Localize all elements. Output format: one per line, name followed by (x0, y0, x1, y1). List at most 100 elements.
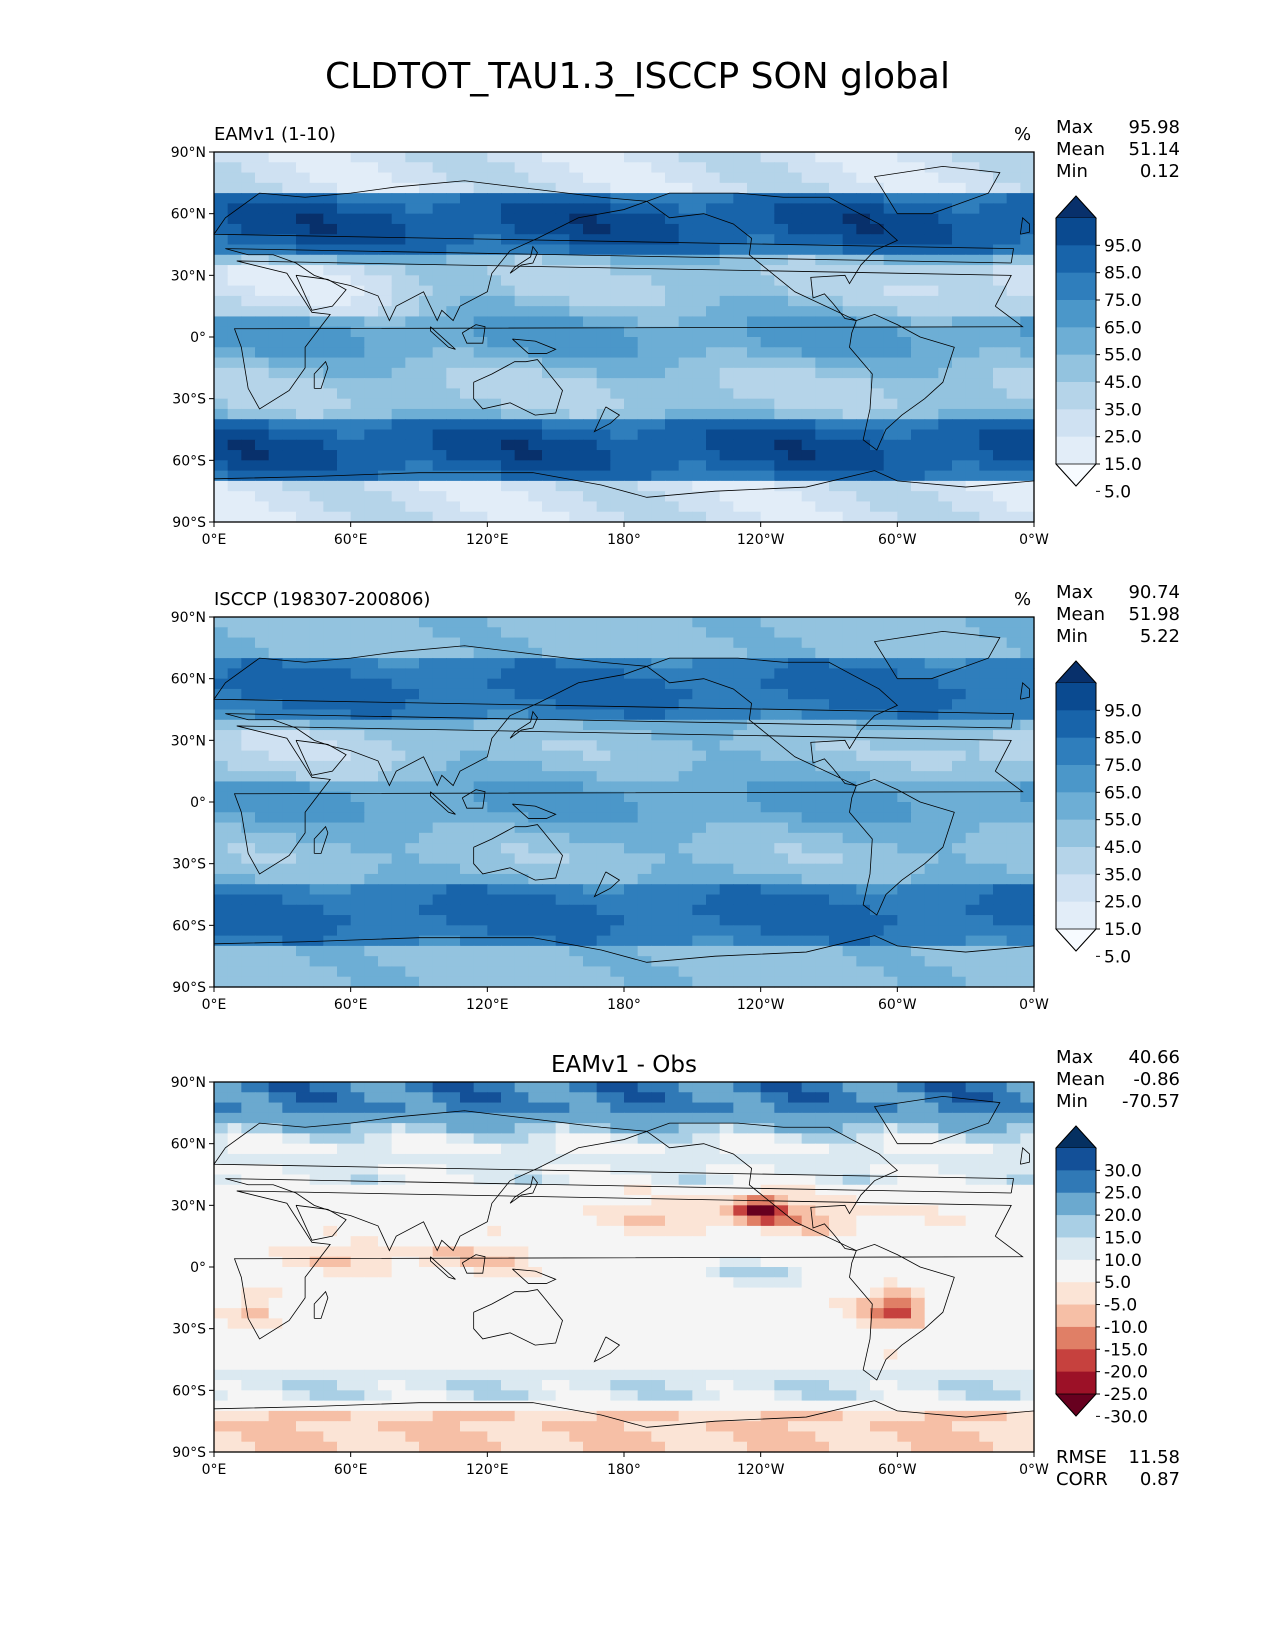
heatmap-cell (651, 244, 666, 256)
heatmap-cell (706, 719, 721, 731)
heatmap-cell (979, 419, 994, 431)
heatmap-cell (583, 213, 598, 225)
heatmap-cell (870, 863, 885, 875)
heatmap-cell (405, 812, 420, 824)
heatmap-cell (555, 439, 570, 451)
heatmap-cell (719, 152, 734, 163)
heatmap-cell (952, 254, 967, 266)
heatmap-cell (993, 193, 1008, 204)
heatmap-cell (583, 491, 598, 503)
heatmap-cell (1006, 326, 1021, 338)
heatmap-cell (405, 935, 420, 947)
heatmap-cell (446, 203, 461, 215)
heatmap-cell (419, 945, 434, 957)
heatmap-cell (227, 668, 242, 680)
heatmap-cell (419, 511, 434, 523)
heatmap-cell (747, 668, 762, 680)
heatmap-cell (747, 295, 762, 307)
heatmap-cell (391, 894, 406, 906)
heatmap-cell (255, 378, 270, 389)
heatmap-cell (528, 863, 543, 875)
heatmap-cell (706, 254, 721, 266)
heatmap-cell (706, 480, 721, 492)
heatmap-cell (938, 316, 953, 328)
heatmap-cell (760, 470, 775, 482)
heatmap-cell (391, 822, 406, 834)
heatmap-cell (610, 802, 625, 813)
heatmap-cell (610, 347, 625, 359)
heatmap-cell (760, 1112, 775, 1124)
heatmap-cell (350, 1123, 365, 1134)
heatmap-cell (993, 460, 1008, 472)
heatmap-cell (282, 884, 297, 896)
heatmap-cell (528, 480, 543, 492)
heatmap-cell (815, 781, 830, 793)
heatmap-cell (432, 617, 447, 628)
lat-tick-label: 60°S (172, 918, 206, 934)
heatmap-cell (733, 699, 748, 711)
heatmap-cell (528, 357, 543, 369)
heatmap-cell (337, 316, 352, 328)
heatmap-cell (378, 316, 393, 328)
heatmap-cell (1020, 904, 1035, 916)
heatmap-cell (596, 285, 611, 297)
heatmap-cell (255, 295, 270, 307)
heatmap-cell (678, 244, 693, 256)
heatmap-cell (801, 1143, 816, 1155)
heatmap-cell (979, 894, 994, 906)
colorbar-segment (1056, 327, 1096, 356)
heatmap-cell (596, 730, 611, 741)
heatmap-cell (610, 429, 625, 441)
heatmap-cell (1006, 750, 1021, 762)
heatmap-cell (938, 771, 953, 783)
heatmap-cell (801, 976, 816, 988)
heatmap-cell (706, 460, 721, 472)
heatmap-cell (309, 678, 324, 690)
heatmap-cell (842, 617, 857, 628)
heatmap-cell (829, 480, 844, 492)
heatmap-cell (268, 275, 283, 287)
heatmap-cell (624, 976, 639, 988)
heatmap-cell (965, 956, 980, 968)
heatmap-cell (815, 450, 830, 461)
heatmap-cell (842, 316, 857, 328)
heatmap-cell (1020, 419, 1035, 431)
heatmap-cell (364, 450, 379, 461)
heatmap-cell (651, 760, 666, 772)
heatmap-cell (856, 945, 871, 957)
heatmap-cell (391, 193, 406, 204)
heatmap-cell (1006, 1123, 1021, 1134)
heatmap-cell (883, 285, 898, 297)
heatmap-cell (227, 904, 242, 916)
heatmap-cell (842, 367, 857, 379)
heatmap-cell (774, 244, 789, 256)
heatmap-cell (296, 347, 311, 359)
heatmap-cell (432, 1143, 447, 1155)
heatmap-cell (952, 1143, 967, 1155)
heatmap-cell (678, 182, 693, 194)
heatmap-cell (924, 1112, 939, 1124)
heatmap-cell (487, 617, 502, 628)
heatmap-cell (391, 234, 406, 246)
heatmap-cell (419, 480, 434, 492)
heatmap-cell (774, 853, 789, 865)
heatmap-cell (214, 378, 229, 389)
heatmap-cell (364, 853, 379, 865)
heatmap-cell (583, 193, 598, 204)
heatmap-cell (446, 367, 461, 379)
heatmap-cell (596, 740, 611, 752)
heatmap-cell (665, 357, 680, 369)
heatmap-cell (979, 822, 994, 834)
heatmap-cell (569, 1133, 584, 1145)
heatmap-cell (446, 295, 461, 307)
heatmap-cell (719, 480, 734, 492)
heatmap-cell (569, 915, 584, 926)
heatmap-cell (487, 378, 502, 389)
heatmap-cell (965, 709, 980, 721)
heatmap-cell (1006, 1102, 1021, 1114)
heatmap-cell (610, 152, 625, 163)
heatmap-cell (911, 203, 926, 215)
heatmap-cell (965, 316, 980, 328)
heatmap-cell (665, 367, 680, 379)
heatmap-cell (337, 791, 352, 803)
